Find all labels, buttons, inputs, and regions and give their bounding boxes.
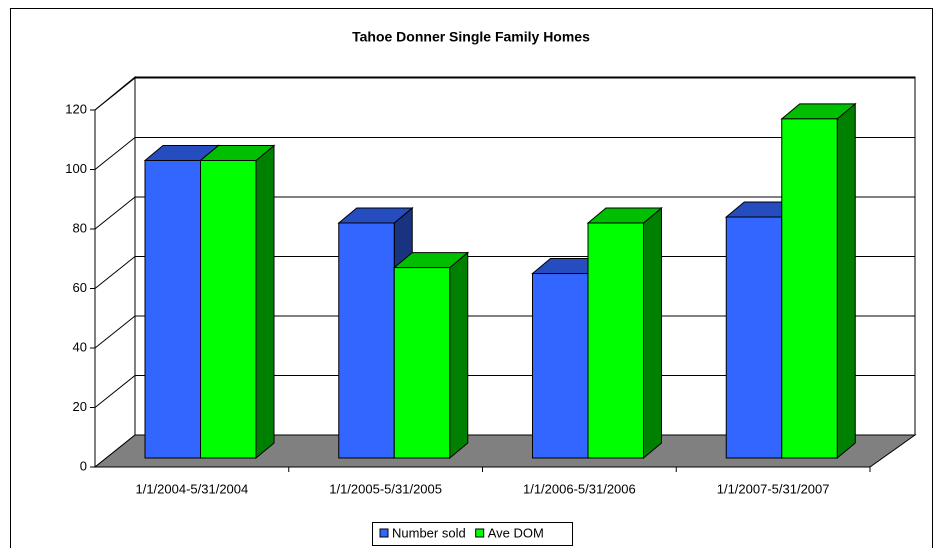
y-tick-label: 100 bbox=[65, 161, 87, 176]
bar-side bbox=[643, 206, 662, 460]
y-tick-label: 20 bbox=[73, 399, 87, 414]
bar bbox=[200, 160, 257, 459]
legend-swatch bbox=[379, 528, 389, 538]
legend-label: Ave DOM bbox=[488, 525, 544, 540]
bar bbox=[393, 267, 451, 459]
chart-title: Tahoe Donner Single Family Homes bbox=[352, 29, 590, 45]
bar bbox=[587, 222, 644, 459]
bar bbox=[532, 273, 589, 459]
bar bbox=[725, 216, 783, 459]
x-tick-label: 1/1/2007-5/31/2007 bbox=[717, 481, 830, 496]
bar bbox=[338, 222, 395, 459]
grid-line bbox=[94, 375, 136, 408]
bar-side bbox=[449, 251, 469, 460]
legend-swatch bbox=[475, 528, 485, 538]
y-tick-label: 0 bbox=[80, 458, 87, 473]
legend bbox=[372, 522, 573, 546]
y-tick-label: 120 bbox=[65, 101, 87, 116]
y-tick-label: 80 bbox=[73, 220, 87, 235]
bar bbox=[144, 160, 201, 459]
x-tick-label: 1/1/2004-5/31/2004 bbox=[135, 481, 248, 496]
grid-line bbox=[94, 256, 136, 289]
x-tick-label: 1/1/2006-5/31/2006 bbox=[523, 481, 636, 496]
grid-line bbox=[94, 137, 136, 170]
grid-line bbox=[94, 196, 136, 230]
bar-side bbox=[836, 102, 856, 460]
bar bbox=[781, 118, 838, 459]
y-tick-label: 60 bbox=[73, 280, 87, 295]
y-tick-label: 40 bbox=[73, 339, 87, 354]
floor bbox=[93, 434, 917, 468]
grid-line bbox=[94, 315, 136, 349]
x-tick-label: 1/1/2005-5/31/2005 bbox=[329, 481, 442, 496]
legend-label: Number sold bbox=[392, 525, 466, 540]
grid-line bbox=[94, 77, 136, 111]
bar-side bbox=[255, 144, 275, 460]
